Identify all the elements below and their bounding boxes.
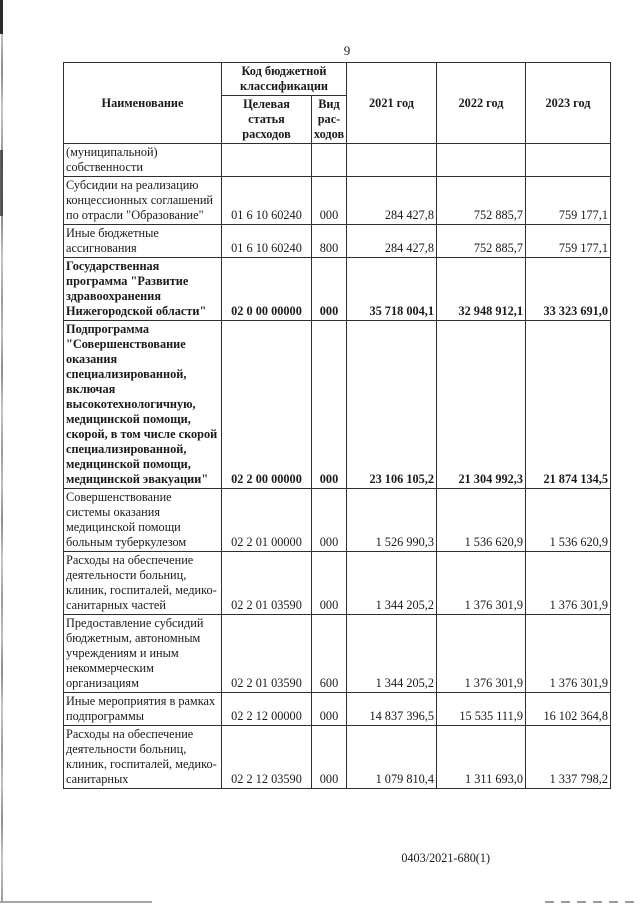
cell-target-article-code [221, 143, 312, 177]
cell-target-article-code: 02 2 01 03590 [221, 551, 312, 615]
cell-amount-2023: 1 376 301,9 [525, 614, 611, 693]
cell-row-name: Совершенствование системы оказания медиц… [63, 488, 222, 552]
cell-expense-type-code: 800 [311, 224, 347, 258]
cell-amount-2021: 1 344 205,2 [346, 614, 437, 693]
table-row: Государственная программа "Развитие здра… [63, 257, 611, 321]
cell-amount-2021: 284 427,8 [346, 176, 437, 225]
column-header-budget-code-group: Код бюджетной классификации [221, 62, 347, 96]
cell-expense-type-code: 600 [311, 614, 347, 693]
document-footer-code: 0403/2021-680(1) [401, 851, 490, 865]
cell-row-name: Предоставление субсидий бюджетным, автон… [63, 614, 222, 693]
cell-amount-2022: 1 376 301,9 [436, 551, 526, 615]
table-row: (муниципальной) собственности [63, 143, 611, 177]
cell-row-name: Расходы на обеспечение деятельности боль… [63, 551, 222, 615]
cell-amount-2021: 35 718 004,1 [346, 257, 437, 321]
column-header-year-2022: 2022 год [436, 62, 526, 144]
cell-amount-2022: 1 311 693,0 [436, 725, 526, 789]
table-row: Расходы на обеспечение деятельности боль… [63, 725, 611, 789]
cell-amount-2023: 1 337 798,2 [525, 725, 611, 789]
cell-row-name: Иные бюджетные ассигнования [63, 224, 222, 258]
cell-amount-2023: 21 874 134,5 [525, 320, 611, 489]
cell-amount-2021: 1 079 810,4 [346, 725, 437, 789]
cell-amount-2022: 752 885,7 [436, 176, 526, 225]
cell-amount-2022: 1 536 620,9 [436, 488, 526, 552]
cell-expense-type-code: 000 [311, 692, 347, 726]
cell-target-article-code: 02 2 12 00000 [221, 692, 312, 726]
cell-row-name: (муниципальной) собственности [63, 143, 222, 177]
table-body: (муниципальной) собственности Субсидии н… [63, 143, 611, 789]
cell-amount-2021: 23 106 105,2 [346, 320, 437, 489]
cell-amount-2023 [525, 143, 611, 177]
table-header: Наименование Код бюджетной классификации… [63, 62, 611, 144]
scan-artifact-bottom-right-dashes [545, 901, 640, 903]
column-header-year-2023: 2023 год [525, 62, 611, 144]
cell-expense-type-code: 000 [311, 551, 347, 615]
cell-target-article-code: 02 2 00 00000 [221, 320, 312, 489]
cell-amount-2022 [436, 143, 526, 177]
table-row: Расходы на обеспечение деятельности боль… [63, 551, 611, 615]
cell-amount-2022: 15 535 111,9 [436, 692, 526, 726]
cell-amount-2022: 21 304 992,3 [436, 320, 526, 489]
cell-amount-2021 [346, 143, 437, 177]
column-header-name: Наименование [63, 62, 222, 144]
table-row: Совершенствование системы оказания медиц… [63, 488, 611, 552]
cell-amount-2021: 284 427,8 [346, 224, 437, 258]
scan-artifact-left-dark-mid [0, 150, 3, 216]
cell-amount-2022: 1 376 301,9 [436, 614, 526, 693]
column-header-year-2021: 2021 год [346, 62, 437, 144]
cell-target-article-code: 02 2 12 03590 [221, 725, 312, 789]
cell-expense-type-code: 000 [311, 176, 347, 225]
cell-row-name: Подпрограмма "Совершенствование оказания… [63, 320, 222, 489]
table-row: Иные бюджетные ассигнования 01 6 10 6024… [63, 224, 611, 258]
cell-target-article-code: 02 2 01 00000 [221, 488, 312, 552]
cell-row-name: Субсидии на реализацию концессионных сог… [63, 176, 222, 225]
cell-target-article-code: 01 6 10 60240 [221, 176, 312, 225]
cell-amount-2021: 14 837 396,5 [346, 692, 437, 726]
cell-expense-type-code: 000 [311, 488, 347, 552]
column-header-expense-type: Вид рас- ходов [311, 95, 347, 144]
table-row: Субсидии на реализацию концессионных сог… [63, 176, 611, 225]
cell-amount-2023: 759 177,1 [525, 224, 611, 258]
cell-expense-type-code [311, 143, 347, 177]
table-row: Предоставление субсидий бюджетным, автон… [63, 614, 611, 693]
cell-target-article-code: 02 0 00 00000 [221, 257, 312, 321]
cell-amount-2023: 16 102 364,8 [525, 692, 611, 726]
cell-target-article-code: 02 2 01 03590 [221, 614, 312, 693]
cell-target-article-code: 01 6 10 60240 [221, 224, 312, 258]
cell-expense-type-code: 000 [311, 725, 347, 789]
scan-artifact-left-dark-top [0, 0, 3, 34]
cell-expense-type-code: 000 [311, 257, 347, 321]
scan-artifact-bottom-left-line [0, 901, 152, 903]
scan-artifact-left-edge [1, 0, 3, 903]
budget-classification-table: Наименование Код бюджетной классификации… [63, 62, 611, 789]
cell-amount-2023: 1 376 301,9 [525, 551, 611, 615]
cell-row-name: Иные мероприятия в рамках подпрограммы [63, 692, 222, 726]
column-header-target-article: Целевая статья расходов [221, 95, 312, 144]
cell-row-name: Расходы на обеспечение деятельности боль… [63, 725, 222, 789]
cell-amount-2023: 33 323 691,0 [525, 257, 611, 321]
table-row: Иные мероприятия в рамках подпрограммы 0… [63, 692, 611, 726]
cell-amount-2023: 759 177,1 [525, 176, 611, 225]
cell-amount-2021: 1 526 990,3 [346, 488, 437, 552]
cell-row-name: Государственная программа "Развитие здра… [63, 257, 222, 321]
page-number: 9 [343, 43, 351, 58]
cell-amount-2021: 1 344 205,2 [346, 551, 437, 615]
cell-expense-type-code: 000 [311, 320, 347, 489]
cell-amount-2022: 32 948 912,1 [436, 257, 526, 321]
cell-amount-2023: 1 536 620,9 [525, 488, 611, 552]
cell-amount-2022: 752 885,7 [436, 224, 526, 258]
table-row: Подпрограмма "Совершенствование оказания… [63, 320, 611, 489]
